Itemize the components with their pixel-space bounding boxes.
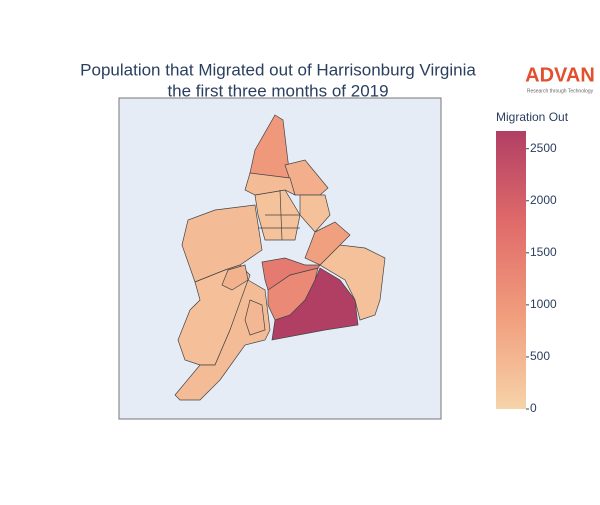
- region: [221, 264, 249, 291]
- region: [244, 172, 296, 196]
- street-line: [279, 189, 283, 241]
- colorbar-tick-label: 1500: [530, 245, 557, 259]
- region: [304, 221, 351, 266]
- colorbar-tick-label: 2500: [530, 141, 557, 155]
- chart-title: the first three months of 2019: [167, 81, 388, 100]
- region: [244, 299, 266, 336]
- region: [299, 194, 331, 233]
- colorbar-tick-label: 2000: [530, 193, 557, 207]
- logo-tagline: Research through Technology: [527, 88, 594, 94]
- chart-title: Population that Migrated out of Harrison…: [80, 60, 476, 79]
- map-frame: [118, 97, 442, 420]
- colorbar-tick-label: 0: [530, 401, 537, 415]
- region: [174, 279, 271, 401]
- logo-text: ADVAN: [525, 64, 595, 86]
- colorbar-tick-label: 1000: [530, 297, 557, 311]
- colorbar: [496, 131, 526, 409]
- colorbar-title: Migration Out: [496, 110, 569, 124]
- region: [261, 257, 321, 291]
- region: [319, 244, 386, 321]
- colorbar-tick-label: 500: [530, 349, 550, 363]
